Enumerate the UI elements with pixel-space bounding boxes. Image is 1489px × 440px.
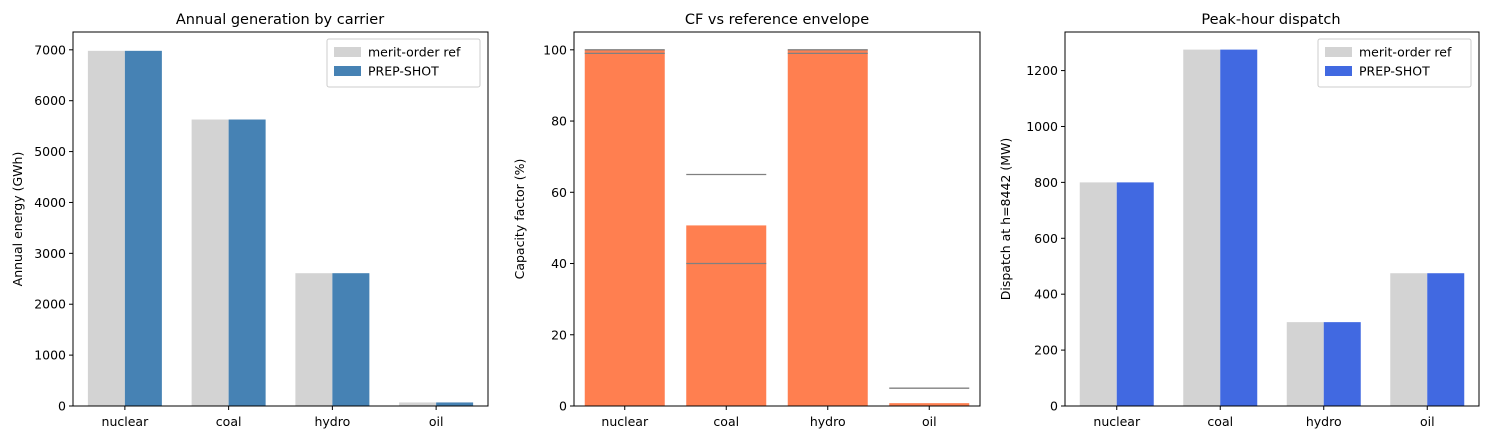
legend-box [326,38,481,88]
y-tick-label: 0 [1050,399,1058,414]
legend-label-prep-shot: PREP-SHOT [368,64,439,79]
bar-prep-shot-coal [228,119,266,406]
legend-swatch-merit-order-ref [1325,47,1352,57]
x-ticks: nuclear coal hydro oil [601,406,937,429]
x-tick-label-coal: coal [216,414,242,429]
y-tick-label: 20 [551,327,567,342]
bar-merit-order-ref-nuclear [1079,182,1117,406]
legend: merit-order ref PREP-SHOT [326,38,481,88]
y-tick-label: 1000 [1026,119,1058,134]
panel-peak-dispatch: Peak-hour dispatch Dispatch at h=8442 (M… [998,12,1480,429]
legend-label-merit-order-ref: merit-order ref [368,45,461,60]
bar-prep-shot-oil [436,402,474,406]
panel-annual-generation: Annual generation by carrier Annual ener… [10,12,489,429]
legend-swatch-prep-shot [1325,66,1352,76]
panel-cf-envelope: CF vs reference envelope Capacity factor… [512,12,981,429]
bar-merit-order-ref-coal [191,119,229,406]
bars-group [87,50,474,406]
bar-prep-shot-nuclear [124,50,162,406]
x-ticks: nuclear coal hydro oil [102,406,444,429]
y-tick-label: 60 [551,185,567,200]
y-tick-label: 400 [1034,287,1058,302]
y-axis-label: Capacity factor (%) [512,159,527,280]
panel-title: Peak-hour dispatch [1201,12,1340,28]
x-tick-label-hydro: hydro [1306,414,1342,429]
y-ticks: 0 1000 2000 3000 4000 5000 6000 7000 [34,42,73,414]
x-tick-label-oil: oil [429,414,444,429]
y-tick-label: 0 [58,399,66,414]
y-tick-label: 7000 [34,42,66,57]
x-tick-label-hydro: hydro [810,414,846,429]
plot-frame [72,31,489,407]
bar-merit-order-ref-hydro [295,273,333,406]
y-axis-label: Annual energy (GWh) [10,152,25,287]
y-tick-label: 1000 [34,348,66,363]
legend-box [1317,38,1472,88]
y-tick-label: 6000 [34,93,66,108]
bar-merit-order-ref-hydro [1286,322,1324,406]
legend-label-merit-order-ref: merit-order ref [1359,45,1452,60]
y-tick-label: 40 [551,256,567,271]
y-tick-label: 4000 [34,195,66,210]
bar-cf-coal [686,225,767,406]
bars-group [1079,49,1465,407]
y-tick-label: 80 [551,114,567,129]
legend-swatch-merit-order-ref [334,47,361,57]
envelope-lines [584,49,970,389]
x-tick-label-oil: oil [1420,414,1435,429]
bar-prep-shot-hydro [332,273,370,406]
bar-cf-oil [889,403,970,406]
bar-prep-shot-nuclear [1116,182,1154,406]
panel-title: Annual generation by carrier [176,12,384,28]
bar-cf-nuclear [584,49,665,407]
plot-frame [1064,31,1480,407]
y-tick-label: 200 [1034,343,1058,358]
bar-merit-order-ref-nuclear [87,50,125,406]
y-tick-label: 1200 [1026,63,1058,78]
bar-prep-shot-coal [1220,49,1258,407]
plot-frame [573,31,981,407]
x-tick-label-hydro: hydro [314,414,350,429]
legend-swatch-prep-shot [334,66,361,76]
y-ticks: 0 20 40 60 80 100 [543,42,574,414]
bar-prep-shot-hydro [1323,322,1361,406]
bar-merit-order-ref-oil [399,402,437,406]
y-ticks: 0 200 400 600 800 1000 1200 [1026,63,1065,414]
y-tick-label: 0 [559,399,567,414]
y-tick-label: 100 [543,42,567,57]
y-axis-label: Dispatch at h=8442 (MW) [998,138,1013,301]
bar-merit-order-ref-oil [1390,273,1428,406]
y-tick-label: 600 [1034,231,1058,246]
bar-prep-shot-oil [1427,273,1465,406]
x-tick-label-coal: coal [1207,414,1233,429]
x-tick-label-nuclear: nuclear [601,414,649,429]
x-tick-label-coal: coal [713,414,739,429]
y-tick-label: 5000 [34,144,66,159]
y-tick-label: 2000 [34,297,66,312]
bars-group [584,49,970,407]
x-tick-label-oil: oil [922,414,937,429]
legend-label-prep-shot: PREP-SHOT [1359,64,1430,79]
legend: merit-order ref PREP-SHOT [1317,38,1472,88]
y-tick-label: 800 [1034,175,1058,190]
x-ticks: nuclear coal hydro oil [1093,406,1435,429]
bar-merit-order-ref-coal [1183,49,1221,407]
bar-cf-hydro [787,49,868,407]
x-tick-label-nuclear: nuclear [102,414,150,429]
y-tick-label: 3000 [34,246,66,261]
x-tick-label-nuclear: nuclear [1093,414,1141,429]
panel-title: CF vs reference envelope [685,12,869,28]
